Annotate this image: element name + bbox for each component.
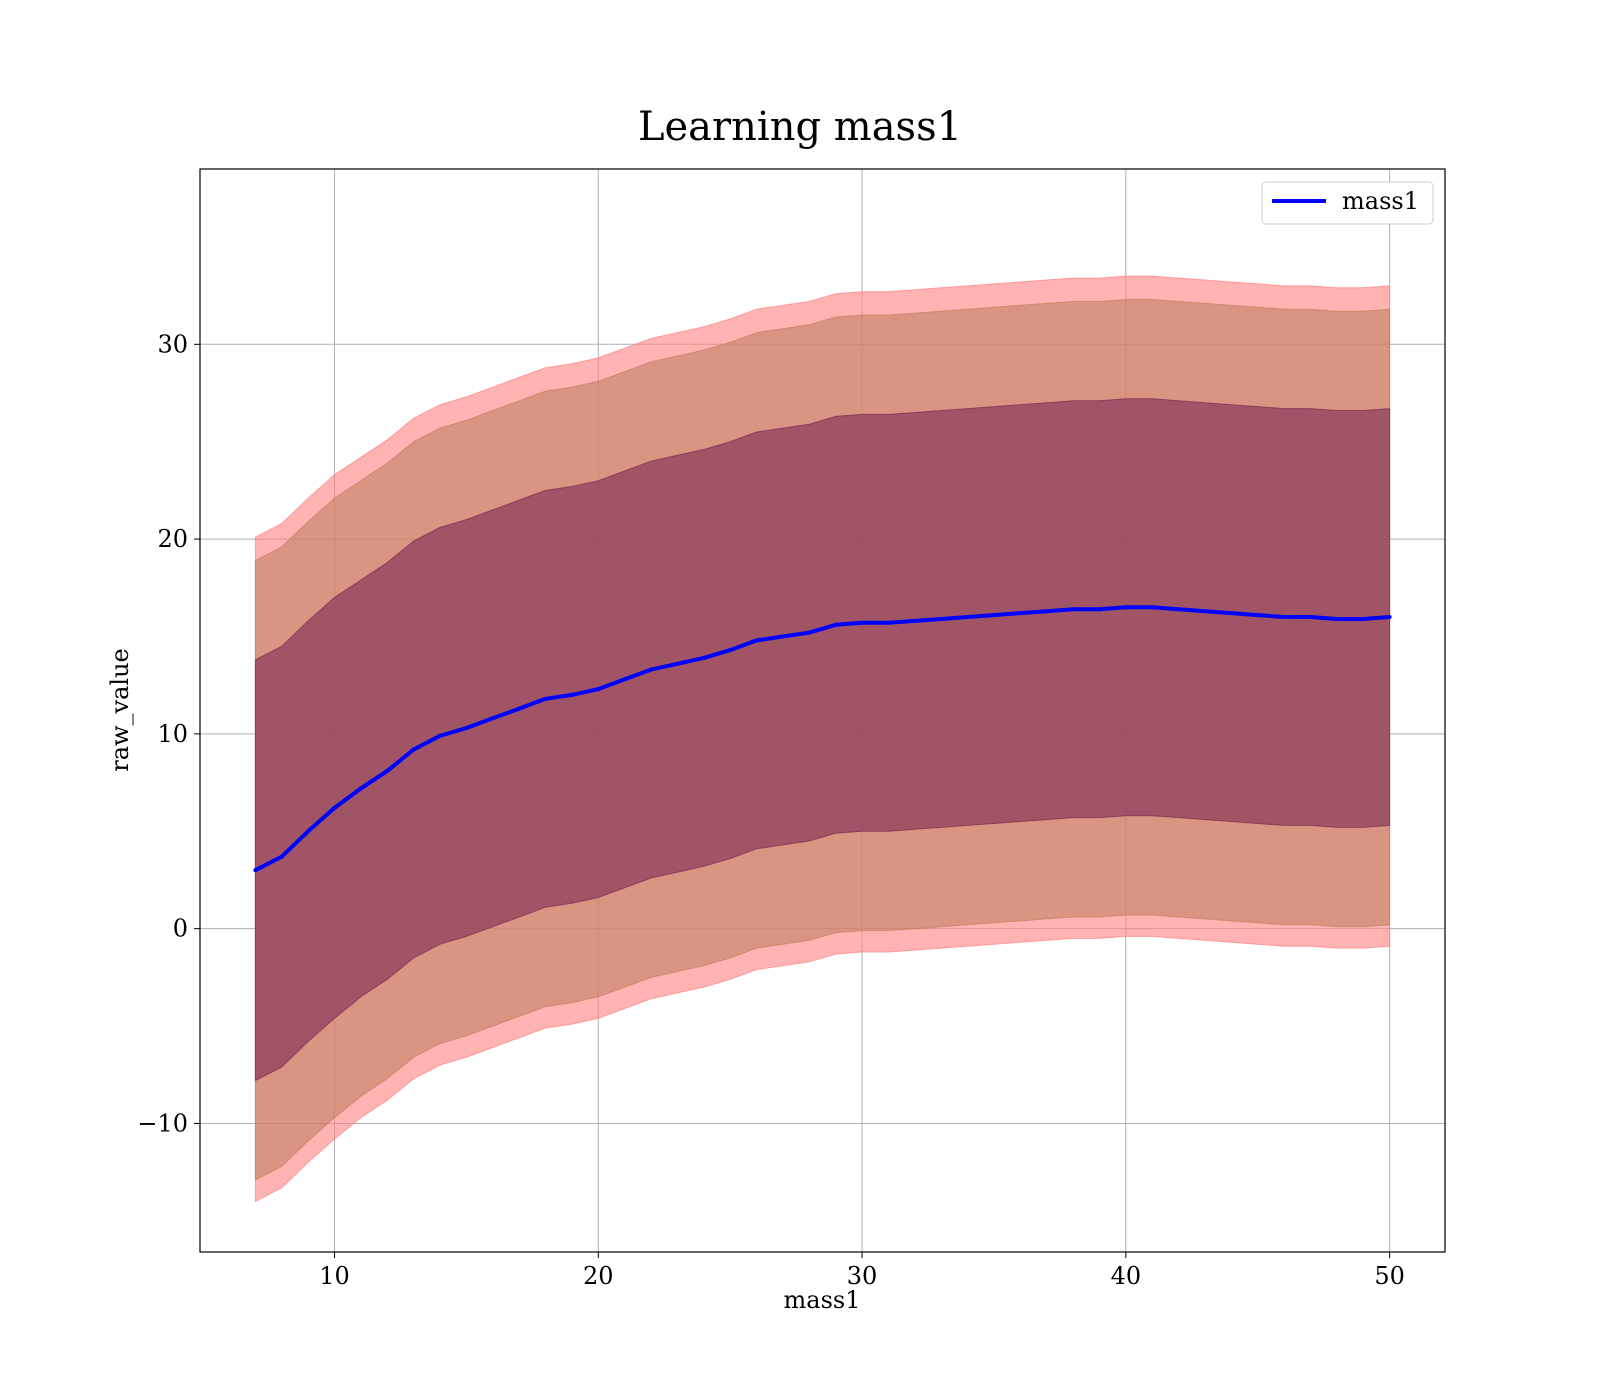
- data-point: [1150, 605, 1155, 610]
- y-tick-label: 0: [173, 915, 188, 943]
- x-axis-label: mass1: [784, 1286, 861, 1314]
- data-point: [253, 868, 258, 873]
- x-tick-label: 40: [1111, 1262, 1142, 1290]
- data-point: [490, 716, 495, 721]
- data-point: [1097, 607, 1102, 612]
- chart-title: Learning mass1: [638, 104, 962, 150]
- y-tick-label: 30: [157, 330, 188, 358]
- data-point: [807, 630, 812, 635]
- data-point: [965, 615, 970, 619]
- data-point: [1018, 611, 1023, 616]
- data-point: [1176, 607, 1181, 612]
- y-tick-label: −10: [137, 1109, 188, 1137]
- data-point: [939, 617, 944, 621]
- data-point: [1361, 617, 1366, 621]
- band-1-sigma: [254, 398, 1391, 1082]
- data-point: [675, 661, 680, 666]
- y-axis-label: raw_value: [106, 648, 134, 772]
- confidence-bands: [254, 275, 1391, 1203]
- plot-area-frame: [199, 168, 1446, 1253]
- data-point: [992, 613, 996, 618]
- data-point: [517, 706, 522, 711]
- data-point: [358, 786, 363, 791]
- x-tick-label: 50: [1374, 1262, 1405, 1290]
- data-point: [860, 620, 865, 625]
- legend-box: [1261, 181, 1434, 225]
- data-point: [1387, 615, 1392, 619]
- x-tick-label: 10: [319, 1262, 350, 1290]
- data-point: [886, 620, 891, 625]
- data-point: [596, 687, 601, 692]
- data-point: [543, 696, 548, 701]
- data-point: [622, 677, 627, 682]
- y-tick-label: 20: [157, 525, 188, 553]
- data-point: [754, 638, 759, 643]
- data-point: [1334, 617, 1339, 621]
- data-point: [332, 805, 337, 810]
- data-point: [701, 655, 706, 660]
- data-point: [780, 634, 785, 639]
- data-point: [912, 618, 917, 623]
- data-point: [279, 854, 284, 859]
- series-line-mass1: [254, 605, 1390, 872]
- legend-label-mass1: mass1: [1342, 187, 1419, 215]
- data-point: [1255, 613, 1260, 618]
- series-lines: [253, 605, 1392, 873]
- legend: mass1: [1261, 181, 1434, 225]
- data-point: [385, 768, 390, 773]
- data-point: [728, 648, 733, 653]
- data-point: [569, 692, 574, 697]
- data-point: [1071, 607, 1076, 612]
- y-axis-ticks: −10 0 10 20 30: [137, 330, 200, 1137]
- y-tick-label: 10: [157, 720, 188, 748]
- data-point: [1123, 605, 1128, 610]
- x-axis-ticks: 10 20 30 40 50: [319, 1252, 1405, 1290]
- data-point: [649, 667, 653, 672]
- data-point: [833, 622, 838, 627]
- x-tick-label: 20: [583, 1262, 614, 1290]
- data-point: [1282, 615, 1287, 619]
- data-point: [438, 733, 442, 738]
- data-point: [1044, 609, 1049, 614]
- data-point: [306, 829, 311, 834]
- data-point: [1203, 609, 1207, 614]
- x-tick-label: 30: [847, 1262, 878, 1290]
- data-point: [411, 747, 416, 752]
- data-point: [464, 726, 469, 730]
- data-point: [1229, 611, 1234, 616]
- data-point: [1308, 615, 1313, 619]
